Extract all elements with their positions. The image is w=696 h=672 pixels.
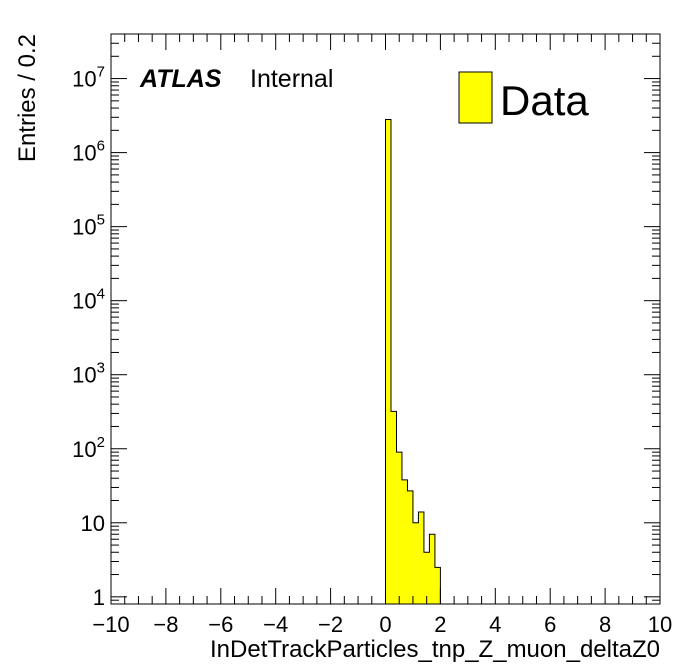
y-tick-label: 107	[72, 64, 105, 92]
histogram-bin-3	[401, 479, 408, 604]
histogram-bin-5	[412, 522, 419, 604]
y-tick-label: 103	[72, 360, 105, 388]
x-tick-label: −4	[263, 612, 288, 637]
y-tick-label: 10	[81, 511, 105, 536]
x-tick-label: 0	[379, 612, 391, 637]
histogram-bin-4	[407, 490, 413, 604]
x-tick-label: −8	[153, 612, 178, 637]
legend-label: Data	[500, 77, 589, 124]
histogram-bars	[385, 119, 441, 604]
y-axis-title: Entries / 0.2	[14, 34, 41, 162]
x-tick-label: −6	[208, 612, 233, 637]
legend-swatch	[458, 71, 493, 124]
y-tick-label: 104	[72, 286, 105, 314]
y-tick-label: 102	[72, 434, 105, 462]
histogram-bin-7	[423, 552, 430, 604]
x-tick-label: −10	[92, 612, 129, 637]
y-tick-label: 106	[72, 138, 105, 166]
histogram-bin-1	[390, 411, 397, 604]
x-tick-label: 2	[434, 612, 446, 637]
internal-label: Internal	[250, 65, 333, 93]
y-tick-labels: 1 10 102 103 104 105 106 107	[72, 64, 105, 610]
x-tick-label: 8	[599, 612, 611, 637]
histogram-bin-9	[434, 567, 441, 604]
x-tick-label: 6	[544, 612, 556, 637]
histogram-bin-8	[429, 534, 435, 604]
x-tick-labels: −10 −8 −6 −4 −2 0 2 4 6 8 10	[92, 612, 672, 637]
y-tick-label: 105	[72, 212, 105, 240]
axis-ticks	[110, 33, 661, 605]
histogram-bin-2	[396, 452, 402, 604]
x-tick-label: 10	[648, 612, 672, 637]
x-tick-label: 4	[489, 612, 501, 637]
histogram-outline	[385, 119, 441, 604]
histogram-bin-0	[385, 119, 391, 604]
y-tick-label: 1	[93, 585, 105, 610]
x-tick-label: −2	[318, 612, 343, 637]
histogram-bin-6	[418, 511, 424, 604]
x-axis-title: InDetTrackParticles_tnp_Z_muon_deltaZ0	[210, 636, 660, 663]
atlas-label: ATLAS	[139, 65, 222, 93]
